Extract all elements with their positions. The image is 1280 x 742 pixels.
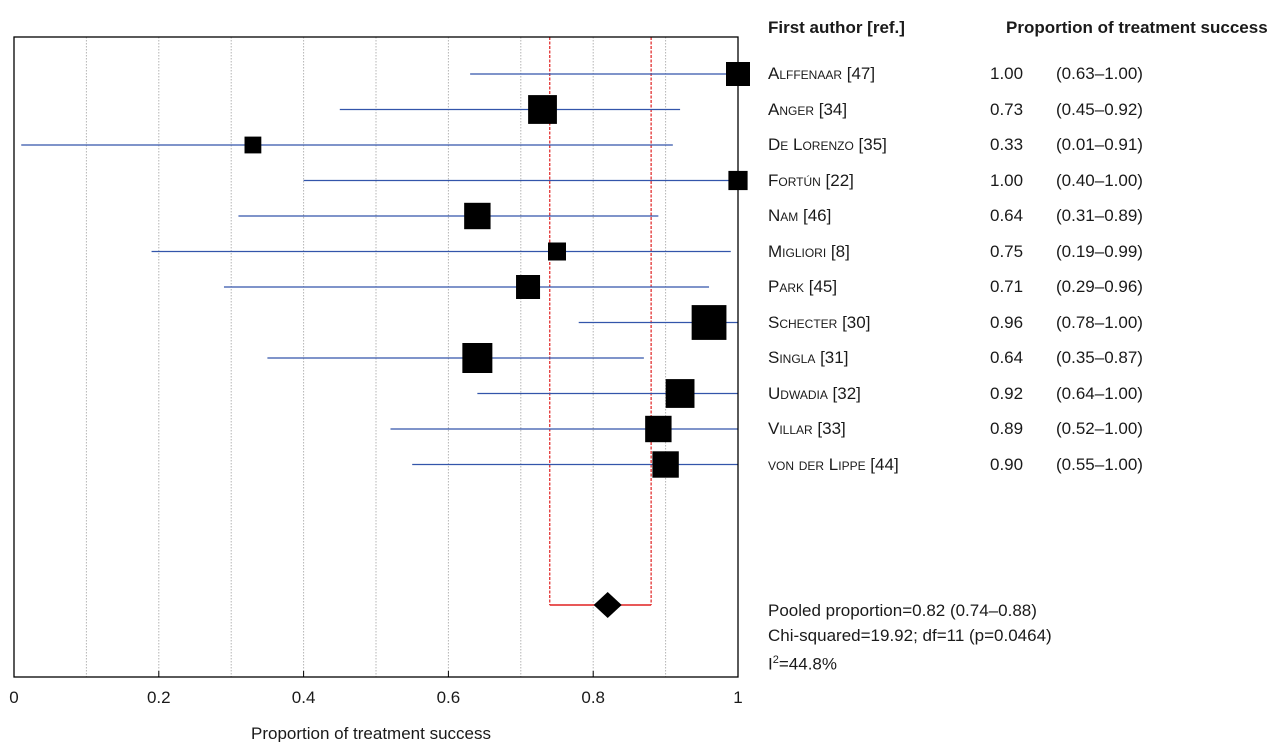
study-ci-text: (0.35–0.87) (1056, 348, 1143, 367)
study-estimate: 0.64 (990, 348, 1024, 367)
study-ci-text: (0.78–1.00) (1056, 312, 1143, 332)
study-ci-text: (0.29–0.96) (1056, 277, 1143, 296)
pooled-diamond (593, 592, 622, 618)
column-header-study: First author [ref.] (768, 18, 905, 37)
x-tick-label: 1 (733, 688, 742, 707)
chi-squared-text: Chi-squared=19.92; df=11 (p=0.0464) (768, 626, 1052, 645)
i-squared-letter: I (768, 654, 773, 674)
study-ci-text: (0.63–1.00) (1056, 64, 1143, 83)
study-point-marker (528, 95, 557, 124)
i-squared-superscript: 2 (772, 654, 779, 666)
study-ci-text: (0.45–0.92) (1056, 99, 1143, 119)
study-author: Singla [31] (768, 348, 849, 367)
pooled-statistics: Pooled proportion=0.82 (0.74–0.88) Chi-s… (768, 598, 1052, 674)
study-author: Alffenaar [47] (768, 64, 876, 83)
study-estimate: 0.90 (990, 454, 1024, 474)
study-point-marker (462, 343, 493, 373)
x-axis-ticks: 0 0.2 0.4 0.6 0.8 1 (9, 671, 743, 707)
pooled-diamond-group (593, 592, 622, 618)
i-squared-text: I2=44.8% (768, 648, 1052, 674)
study-author: Udwadia [32] (768, 383, 861, 403)
study-estimate: 0.33 (990, 135, 1024, 154)
x-tick-label: 0.8 (581, 688, 605, 707)
study-author: Schecter [30] (768, 312, 871, 332)
study-point-marker (244, 136, 262, 154)
study-point-marker (691, 305, 727, 340)
study-estimate: 1.00 (990, 170, 1024, 190)
study-point-marker (548, 242, 566, 261)
gridlines (85, 37, 667, 677)
study-author: Anger [34] (768, 99, 848, 119)
study-point-marker (652, 451, 679, 478)
study-estimate: 1.00 (990, 64, 1024, 83)
study-estimate: 0.73 (990, 99, 1024, 119)
x-tick-label: 0.6 (437, 688, 461, 707)
study-estimate: 0.64 (990, 206, 1024, 225)
plot-frame (13, 36, 739, 678)
study-ci-text: (0.52–1.00) (1056, 419, 1143, 438)
study-author: von der Lippe [44] (768, 454, 899, 474)
study-estimate: 0.89 (990, 419, 1024, 438)
pooled-proportion-text: Pooled proportion=0.82 (0.74–0.88) (768, 601, 1037, 620)
study-estimate: 0.75 (990, 241, 1024, 261)
x-tick-label: 0.2 (147, 688, 171, 707)
study-ci-text: (0.31–0.89) (1056, 206, 1143, 225)
x-tick-label: 0 (9, 688, 18, 707)
study-estimate: 0.71 (990, 277, 1024, 296)
study-author: Migliori [8] (768, 241, 850, 261)
study-point-marker (516, 275, 541, 299)
study-ci-text: (0.64–1.00) (1056, 383, 1143, 403)
study-point-marker (665, 379, 695, 408)
study-author: De Lorenzo [35] (768, 135, 887, 154)
study-ci-text: (0.55–1.00) (1056, 454, 1143, 474)
column-header-estimate: Proportion of treatment success (1006, 18, 1268, 37)
study-point-marker (464, 202, 491, 230)
x-tick-label: 0.4 (292, 688, 316, 707)
i-squared-value: =44.8% (778, 654, 837, 674)
study-author: Fortún [22] (768, 170, 854, 190)
pooled-ci-bracket (549, 37, 652, 606)
study-ci-text: (0.19–0.99) (1056, 241, 1143, 261)
study-ci-text: (0.01–0.91) (1056, 135, 1143, 154)
forest-plot: 0 0.2 0.4 0.6 0.8 1 Proportion of treatment s… (9, 36, 750, 742)
study-author: Park [45] (768, 277, 838, 296)
study-author: Nam [46] (768, 206, 832, 225)
study-estimate: 0.92 (990, 383, 1024, 403)
study-marks (21, 62, 750, 478)
study-point-marker (645, 415, 672, 443)
x-axis-label: Proportion of treatment success (251, 724, 491, 742)
study-estimate: 0.96 (990, 312, 1024, 332)
study-author: Villar [33] (768, 419, 846, 438)
study-ci-text: (0.40–1.00) (1056, 170, 1143, 190)
